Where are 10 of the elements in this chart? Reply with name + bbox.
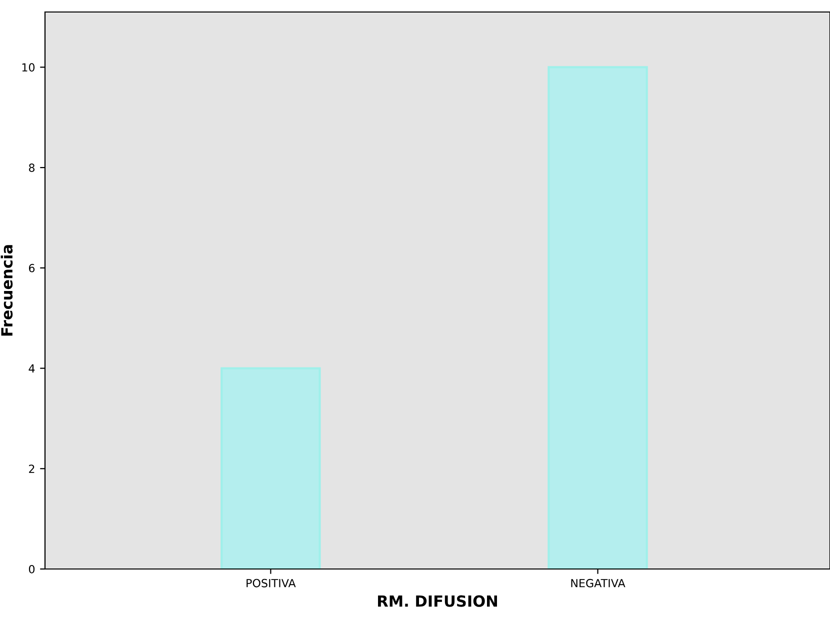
- y-axis-title: Frecuencia: [0, 245, 13, 336]
- y-tick-label: 0: [28, 564, 35, 574]
- y-tick-label: 2: [29, 464, 34, 473]
- x-tick-label: NEGATIVA: [571, 578, 626, 588]
- y-tick-label: 4: [28, 364, 35, 372]
- x-tick-label: POSITIVA: [246, 578, 296, 588]
- y-tick-label: 8: [28, 164, 35, 172]
- x-axis-title: RM. DIFUSION: [378, 595, 497, 607]
- y-tick-label: 10: [22, 63, 35, 72]
- y-tick-label: 6: [28, 264, 35, 272]
